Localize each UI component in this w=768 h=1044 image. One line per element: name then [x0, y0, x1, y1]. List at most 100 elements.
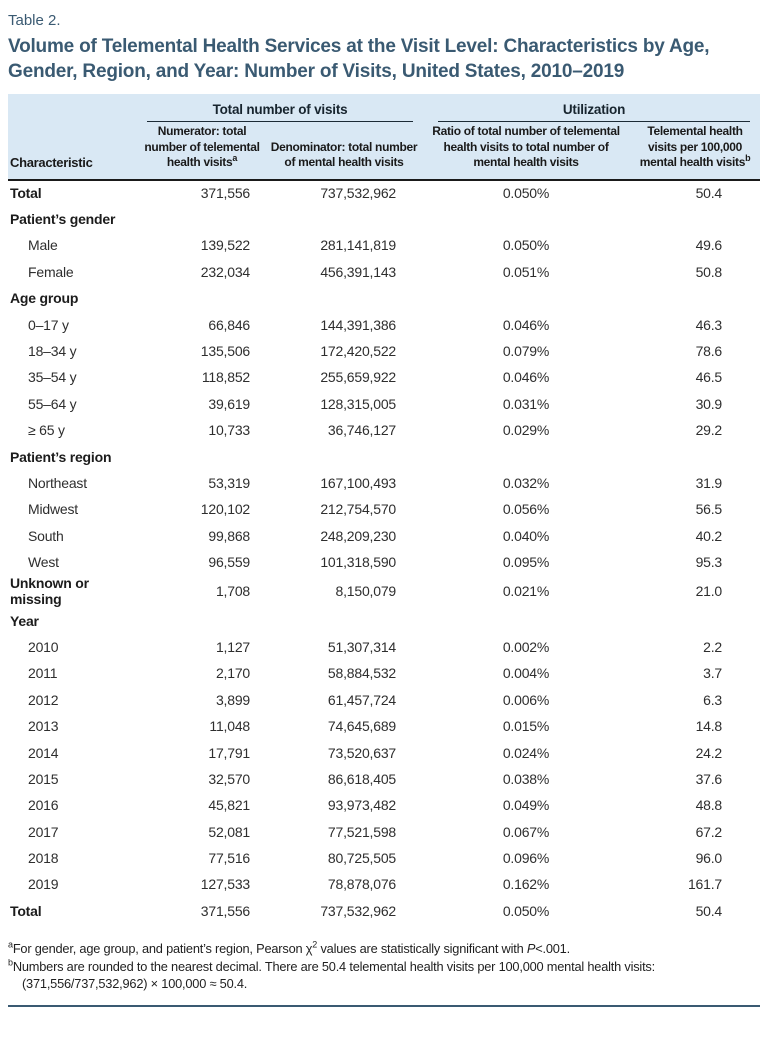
- col-header-per100k-label: Telemental health visits per 100,000 men…: [639, 124, 746, 169]
- table-row: South 99,868 248,209,230 0.040% 40.2: [8, 523, 760, 549]
- numerator-cell: 2,170: [215, 665, 250, 682]
- table-row: Female 232,034 456,391,143 0.051% 50.8: [8, 259, 760, 285]
- row-label-cell: Year: [10, 612, 39, 629]
- per100k-cell: [630, 206, 760, 232]
- numerator-cell: [138, 443, 266, 469]
- per100k-cell: 161.7: [687, 876, 723, 893]
- per100k-cell: 78.6: [695, 343, 723, 360]
- ratio-cell: 0.024%: [502, 744, 550, 761]
- row-label-cell: 2015: [28, 770, 59, 787]
- ratio-cell: 0.067%: [502, 823, 550, 840]
- denominator-cell: 248,209,230: [320, 527, 396, 544]
- footnote-b-marker: b: [8, 957, 13, 968]
- col-header-numerator: Numerator: total number of telemental he…: [138, 122, 266, 181]
- per100k-cell: 24.2: [695, 744, 723, 761]
- ratio-cell: [422, 285, 630, 311]
- row-label-cell: 2011: [28, 665, 58, 682]
- footnote-marker-a: a: [232, 153, 238, 163]
- denominator-cell: 255,659,922: [320, 369, 396, 386]
- per100k-cell: 50.4: [695, 902, 723, 919]
- table-row: Northeast 53,319 167,100,493 0.032% 31.9: [8, 470, 760, 496]
- row-label-cell: Total: [10, 185, 42, 202]
- numerator-cell: [138, 607, 266, 633]
- row-label-cell: West: [28, 554, 59, 571]
- ratio-cell: 0.031%: [502, 395, 550, 412]
- denominator-cell: 58,884,532: [327, 665, 396, 682]
- numerator-cell: 77,516: [208, 850, 250, 867]
- row-label-cell: 55–64 y: [28, 395, 77, 412]
- numerator-cell: 10,733: [208, 422, 250, 439]
- denominator-cell: 51,307,314: [327, 638, 396, 655]
- table-row: 2012 3,899 61,457,724 0.006% 6.3: [8, 687, 760, 713]
- ratio-cell: 0.050%: [502, 237, 550, 254]
- per100k-cell: 49.6: [695, 237, 723, 254]
- col-header-characteristic: Characteristic: [8, 122, 138, 181]
- spanner-row: Total number of visits Utilization: [8, 94, 761, 122]
- denominator-cell: 86,618,405: [327, 770, 396, 787]
- ratio-cell: 0.051%: [502, 263, 550, 280]
- spanner-utilization-cell: Utilization: [422, 94, 761, 122]
- numerator-cell: 53,319: [208, 474, 250, 491]
- denominator-cell: 73,520,637: [327, 744, 396, 761]
- row-label-cell: Unknown or missing: [10, 575, 89, 608]
- footnote-a-text2: values are statistically significant wit…: [317, 941, 527, 957]
- row-label-cell: 2017: [28, 823, 59, 840]
- ratio-cell: 0.021%: [502, 583, 550, 600]
- footnotes: aFor gender, age group, and patient’s re…: [8, 940, 760, 993]
- denominator-cell: 737,532,962: [320, 902, 396, 919]
- row-label-cell: Patient’s gender: [10, 211, 116, 228]
- table-header: Total number of visits Utilization Chara…: [8, 94, 761, 181]
- footnote-b-text: Numbers are rounded to the nearest decim…: [12, 958, 655, 992]
- p-value-symbol: P: [526, 941, 536, 957]
- numerator-cell: 99,868: [208, 527, 250, 544]
- denominator-cell: [266, 607, 422, 633]
- per100k-cell: 50.8: [695, 263, 723, 280]
- col-header-numerator-label: Numerator: total number of telemental he…: [144, 124, 260, 169]
- numerator-cell: 3,899: [215, 691, 250, 708]
- ratio-cell: 0.046%: [502, 369, 550, 386]
- per100k-cell: 46.3: [695, 316, 723, 333]
- denominator-cell: 144,391,386: [320, 316, 396, 333]
- spanner-blank-cell: [8, 94, 138, 122]
- per100k-cell: 40.2: [695, 527, 723, 544]
- denominator-cell: 93,973,482: [327, 797, 396, 814]
- per100k-cell: 31.9: [695, 474, 723, 491]
- denominator-cell: 167,100,493: [320, 474, 396, 491]
- per100k-cell: 96.0: [695, 850, 723, 867]
- table-row: 0–17 y 66,846 144,391,386 0.046% 46.3: [8, 311, 760, 337]
- col-header-denominator: Denominator: total number of mental heal…: [266, 122, 422, 181]
- ratio-cell: 0.032%: [502, 474, 550, 491]
- ratio-cell: [422, 607, 630, 633]
- table-row: 2014 17,791 73,520,637 0.024% 24.2: [8, 739, 760, 765]
- row-label-cell: Total: [10, 902, 42, 919]
- footnote-marker-b: b: [745, 153, 751, 163]
- numerator-cell: 17,791: [208, 744, 250, 761]
- row-label-cell: 2018: [28, 850, 59, 867]
- ratio-cell: [422, 206, 630, 232]
- row-label-cell: Patient’s region: [10, 448, 112, 465]
- row-label-cell: Midwest: [28, 501, 78, 518]
- spanner-total-visits: Total number of visits: [147, 102, 413, 122]
- denominator-cell: 737,532,962: [320, 185, 396, 202]
- row-label-cell: 2019: [28, 876, 59, 893]
- denominator-cell: 281,141,819: [320, 237, 396, 254]
- table-row: Midwest 120,102 212,754,570 0.056% 56.5: [8, 496, 760, 522]
- spanner-utilization: Utilization: [438, 102, 751, 122]
- ratio-cell: 0.040%: [502, 527, 550, 544]
- per100k-cell: 30.9: [695, 395, 723, 412]
- group-header-row: Patient’s gender: [8, 206, 760, 232]
- per100k-cell: 95.3: [695, 554, 723, 571]
- table-row: 35–54 y 118,852 255,659,922 0.046% 46.5: [8, 364, 760, 390]
- row-label-cell: Age group: [10, 290, 79, 307]
- row-label-cell: 2010: [28, 638, 59, 655]
- ratio-cell: 0.050%: [502, 185, 550, 202]
- row-label-cell: 35–54 y: [28, 369, 77, 386]
- numerator-cell: 11,048: [209, 718, 250, 735]
- table-row: 55–64 y 39,619 128,315,005 0.031% 30.9: [8, 391, 760, 417]
- numerator-cell: 118,852: [201, 369, 250, 386]
- ratio-cell: 0.056%: [502, 501, 550, 518]
- row-label-cell: ≥ 65 y: [28, 422, 65, 439]
- ratio-cell: 0.038%: [502, 770, 550, 787]
- numerator-cell: 139,522: [200, 237, 250, 254]
- numerator-cell: 232,034: [200, 263, 250, 280]
